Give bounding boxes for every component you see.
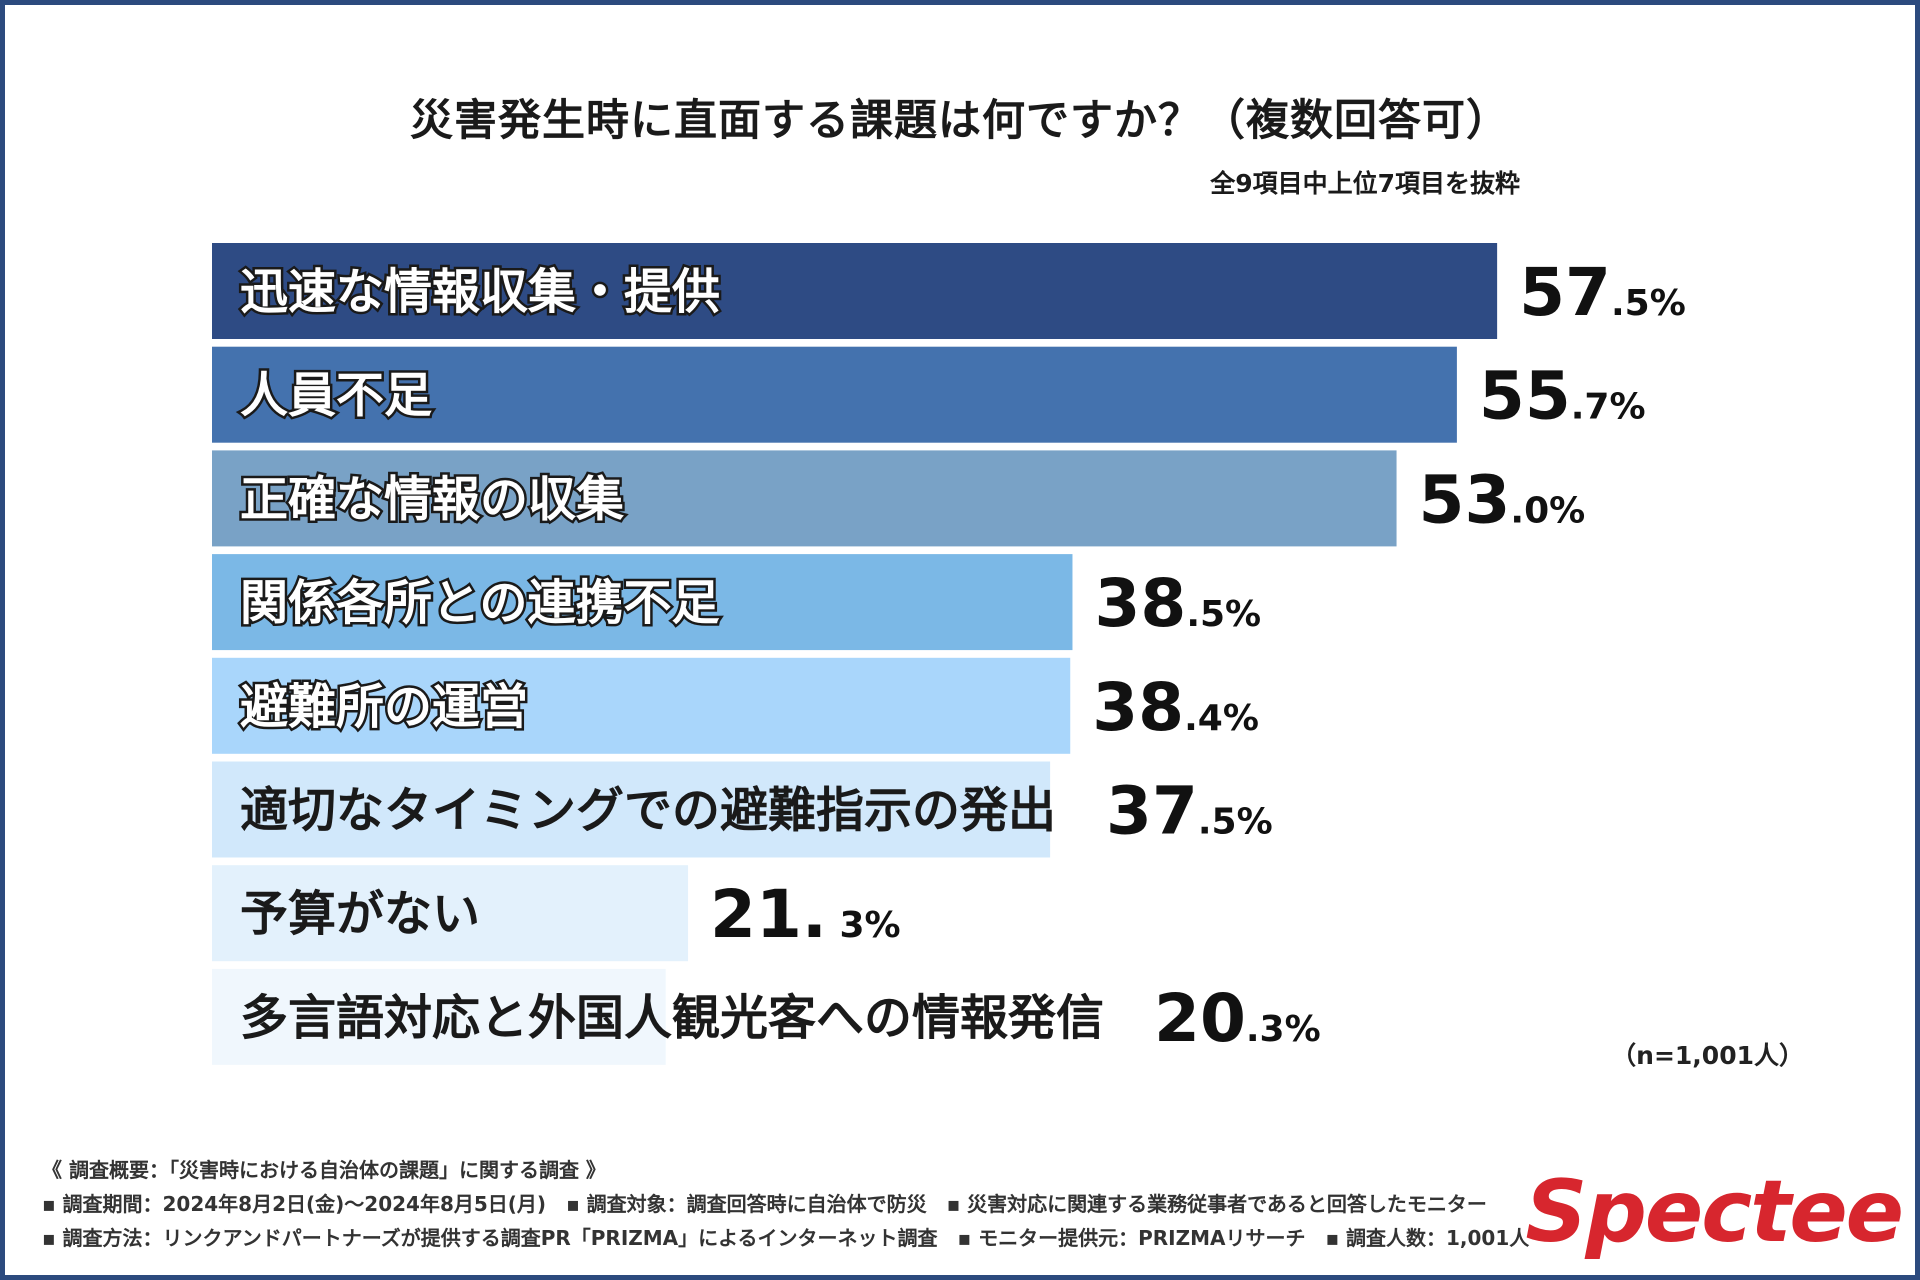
bar-category-label: 関係各所との連携不足 (240, 575, 720, 631)
bar-category-label: 正確な情報の収集 (240, 471, 624, 527)
survey-notes: 《 調査概要：「災害時における自治体の課題」に関する調査 》 ▪ 調査期間：20… (42, 1153, 1529, 1255)
survey-note: ▪ 調査期間：2024年8月2日(金)〜2024年8月5日(月) ▪ 調査対象：… (42, 1192, 1487, 1216)
bar-value-label: 37.5% (1106, 773, 1273, 850)
bar-category-label: 適切なタイミングでの避難指示の発出 (240, 783, 1056, 839)
spectee-logo: Spectee (1525, 1162, 1904, 1262)
bar (212, 865, 689, 962)
survey-note: 《 調査概要：「災害時における自治体の課題」に関する調査 》 (42, 1158, 606, 1182)
bar-value-label: 57.5% (1519, 254, 1686, 331)
bar-value-label: 20.3% (1154, 980, 1321, 1057)
bar-category-label: 迅速な情報収集・提供 (240, 264, 720, 320)
bar-value-label: 55.7% (1479, 358, 1646, 435)
bar-value-label: 21. 3% (710, 876, 901, 953)
bar (212, 968, 666, 1065)
bar-value-label: 38.4% (1092, 669, 1259, 746)
survey-note: ▪ 調査方法：リンクアンドパートナーズが提供する調査PR「PRIZMA」によるイ… (42, 1226, 1530, 1250)
chart-subtitle: 全9項目中上位7項目を抜粋 (1210, 169, 1520, 198)
bar (212, 450, 1397, 547)
bar (212, 243, 1498, 339)
bar-category-label: 多言語対応と外国人観光客への情報発信 (240, 990, 1104, 1046)
bar-value-label: 38.5% (1094, 565, 1261, 642)
bar-category-label: 人員不足 (240, 368, 432, 424)
chart-title: 災害発生時に直面する課題は何ですか？（複数回答可） (410, 96, 1510, 146)
bar-category-label: 避難所の運営 (240, 679, 528, 735)
bar (212, 346, 1457, 443)
bar (212, 761, 1051, 858)
sample-size: （n=1,001人） (1611, 1041, 1804, 1070)
bar (212, 657, 1071, 754)
bar-value-label: 53.0% (1419, 461, 1586, 538)
bar (212, 554, 1073, 651)
bar-category-label: 予算がない (240, 886, 480, 942)
